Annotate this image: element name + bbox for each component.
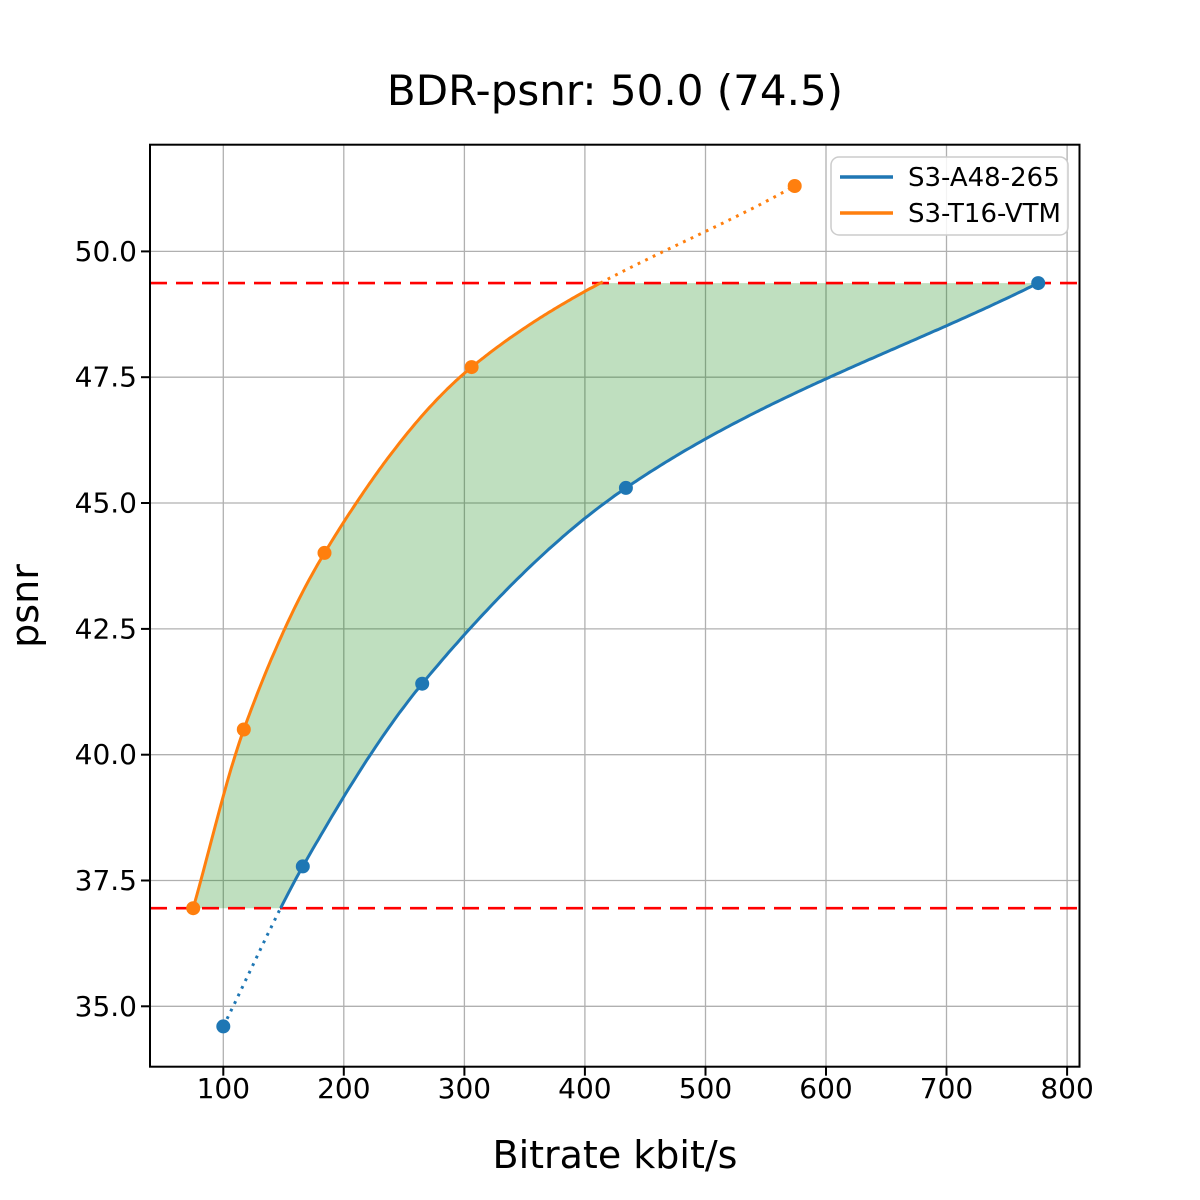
legend: S3-A48-265 S3-T16-VTM <box>830 156 1069 236</box>
x-tick-label: 300 <box>438 1072 491 1105</box>
data-point-s3-t16-vtm <box>464 360 479 375</box>
series-line-dotted-s3-a48-265 <box>221 907 282 1028</box>
legend-label-s3-t16-vtm: S3-T16-VTM <box>908 199 1061 229</box>
plot-area: 100 200 300 400 500 600 700 800 35.0 37.5 40.0 42.5… <box>75 144 1094 1105</box>
y-tick-label: 45.0 <box>75 487 137 520</box>
x-tick-label: 100 <box>197 1072 250 1105</box>
x-tick-label: 800 <box>1040 1072 1093 1105</box>
x-tick-label: 600 <box>799 1072 852 1105</box>
series-line-dotted-s3-t16-vtm <box>599 184 796 285</box>
data-point-s3-t16-vtm <box>787 179 802 193</box>
y-axis-label: psnr <box>3 564 47 648</box>
y-tick-label: 47.5 <box>75 361 137 394</box>
data-point-s3-t16-vtm <box>236 722 251 737</box>
data-point-s3-t16-vtm <box>186 901 201 916</box>
data-point-s3-a48-265 <box>618 480 633 495</box>
x-tick-label: 400 <box>558 1072 611 1105</box>
data-point-s3-a48-265 <box>415 676 430 691</box>
y-tick-label: 37.5 <box>75 864 137 897</box>
data-point-s3-a48-265 <box>1031 276 1046 291</box>
chart-title: BDR-psnr: 50.0 (74.5) <box>387 66 843 115</box>
y-tick-label: 40.0 <box>75 738 137 771</box>
y-tick-label: 50.0 <box>75 235 137 268</box>
series-line-s3-a48-265 <box>279 281 1039 909</box>
data-point-s3-t16-vtm <box>317 545 332 560</box>
y-tick-label: 42.5 <box>75 612 137 645</box>
x-tick-label: 700 <box>920 1072 973 1105</box>
x-tick-label: 200 <box>317 1072 370 1105</box>
data-point-s3-a48-265 <box>216 1019 231 1034</box>
plot-border <box>149 143 1081 1068</box>
y-tick-label: 35.0 <box>75 990 137 1023</box>
legend-label-s3-a48-265: S3-A48-265 <box>908 163 1060 193</box>
x-tick-label: 500 <box>679 1072 732 1105</box>
data-point-s3-a48-265 <box>295 859 310 874</box>
x-axis-label: Bitrate kbit/s <box>493 1133 738 1177</box>
bd-overlap-region <box>193 283 1039 909</box>
series-line-s3-t16-vtm <box>191 281 602 909</box>
